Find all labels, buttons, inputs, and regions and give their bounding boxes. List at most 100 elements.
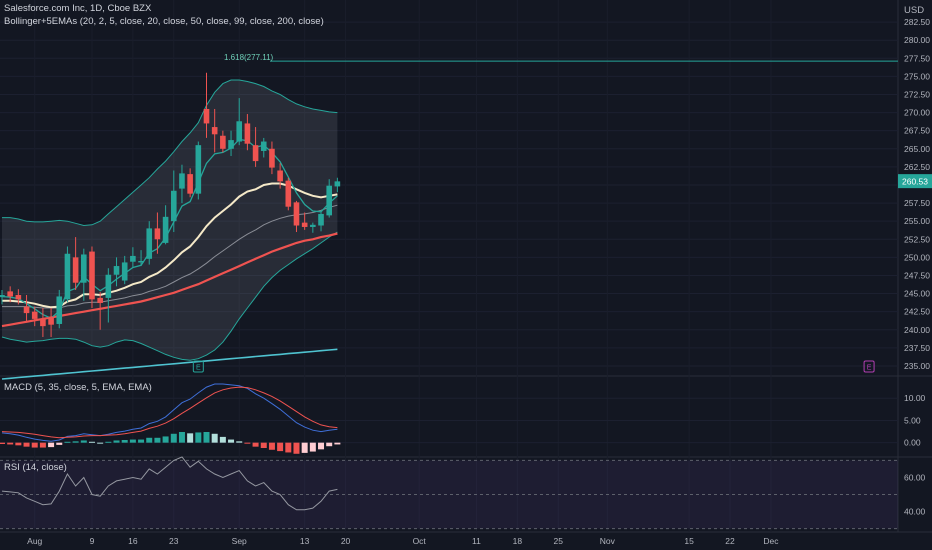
earnings-marker-label: E [867, 365, 872, 372]
macd-tick-label: 10.00 [904, 393, 926, 403]
time-tick-label: 16 [128, 536, 138, 546]
earnings-marker-label: E [196, 365, 201, 372]
macd-line [1, 383, 338, 442]
price-tick-label: 240.00 [904, 325, 930, 335]
time-tick-label: Oct [413, 536, 427, 546]
candle-body [195, 145, 202, 194]
candle-body [105, 274, 112, 298]
price-tick-label: 237.50 [904, 343, 930, 353]
candle-body [48, 316, 54, 325]
price-tick-label: 245.00 [904, 289, 930, 299]
price-tick-label: 250.00 [904, 252, 930, 262]
time-tick-label: 23 [169, 536, 179, 546]
rsi-tick-label: 40.00 [904, 507, 926, 517]
candle-body [72, 257, 79, 283]
price-tick-label: 242.50 [904, 307, 930, 317]
rsi-line [1, 456, 338, 511]
time-tick-label: 18 [513, 536, 523, 546]
candle-body [146, 228, 153, 259]
candle-body [228, 140, 234, 149]
candle-body [7, 291, 13, 297]
macd-histogram-bar [97, 442, 104, 444]
macd-histogram-bar [211, 433, 218, 443]
price-tick-label: 280.00 [904, 35, 930, 45]
macd-histogram-bar [146, 437, 153, 443]
bollinger-upper-line [2, 79, 338, 227]
earnings-marker [863, 360, 875, 373]
time-tick-label: 22 [725, 536, 735, 546]
rsi-title[interactable]: RSI (14, close) [4, 462, 67, 473]
time-tick-label: Nov [600, 536, 616, 546]
macd-histogram-bar [7, 442, 14, 445]
macd-histogram-bar [15, 442, 22, 446]
candle-body [301, 222, 308, 227]
candle-body [154, 228, 161, 240]
macd-histogram-bar [23, 442, 30, 447]
price-tick-label: 262.50 [904, 162, 930, 172]
time-tick-label: 20 [341, 536, 351, 546]
macd-histogram-bar [219, 436, 226, 443]
candle-body [326, 185, 332, 216]
price-tick-label: 247.50 [904, 270, 930, 280]
time-tick-label: 25 [554, 536, 564, 546]
macd-histogram-bar [56, 442, 63, 445]
macd-histogram-bar [195, 432, 202, 443]
price-tick-label: 275.00 [904, 71, 930, 81]
macd-tick-label: 0.00 [904, 438, 921, 448]
price-tick-label: 252.50 [904, 234, 930, 244]
chart-title: Salesforce.com Inc, 1D, Cboe BZX [4, 3, 152, 14]
price-tick-label: 267.50 [904, 126, 930, 136]
macd-histogram-bar [252, 442, 259, 447]
candle-body [130, 255, 136, 262]
macd-histogram-bar [154, 437, 161, 443]
macd-histogram-bar [334, 442, 341, 445]
time-tick-label: 13 [300, 536, 310, 546]
candle-body [187, 174, 193, 194]
price-tick-label: 257.50 [904, 198, 930, 208]
candle-body [260, 141, 267, 151]
candle-body [138, 260, 144, 263]
macd-histogram-bar [318, 442, 325, 450]
candle-body [244, 123, 251, 144]
candle-body [203, 108, 210, 124]
macd-histogram-bar [80, 440, 87, 443]
macd-histogram-bar [277, 442, 284, 452]
candle-body [170, 190, 177, 222]
macd-tick-label: 5.00 [904, 415, 921, 425]
candle-body [252, 145, 259, 162]
candle-body [285, 180, 292, 207]
candle-body [89, 251, 95, 300]
candle-body [97, 297, 103, 303]
macd-histogram-bar [72, 441, 79, 443]
macd-histogram-bar [105, 441, 112, 443]
indicator-legend[interactable]: Bollinger+5EMAs (20, 2, 5, close, 20, cl… [4, 16, 324, 27]
candle-body [269, 148, 275, 168]
macd-histogram-bar [293, 442, 300, 454]
candle-body [277, 170, 283, 182]
macd-histogram-bar [309, 442, 316, 452]
candle-body [162, 216, 169, 243]
macd-histogram-bar [31, 442, 38, 448]
candle-body [113, 266, 120, 275]
time-tick-label: 15 [684, 536, 694, 546]
currency-label: USD [904, 5, 925, 16]
fib-level-label: 1.618(277.11) [224, 53, 274, 62]
candle-body [31, 311, 38, 319]
macd-histogram-bar [244, 442, 251, 444]
candle-body [56, 296, 63, 324]
price-tick-label: 282.50 [904, 17, 930, 27]
macd-signal-line [1, 386, 338, 439]
rsi-band-fill [0, 460, 898, 529]
earnings-marker [192, 360, 204, 373]
candle-body [310, 224, 316, 227]
candle-body [179, 173, 185, 189]
bollinger-lower-line [1, 231, 338, 361]
candle-body [220, 135, 226, 149]
macd-histogram-bar [178, 432, 185, 443]
candle-body [40, 318, 46, 327]
macd-histogram-bar [64, 441, 71, 443]
macd-histogram-bar [170, 433, 177, 443]
time-tick-label: Sep [232, 536, 247, 546]
macd-title[interactable]: MACD (5, 35, close, 5, EMA, EMA) [4, 382, 152, 393]
